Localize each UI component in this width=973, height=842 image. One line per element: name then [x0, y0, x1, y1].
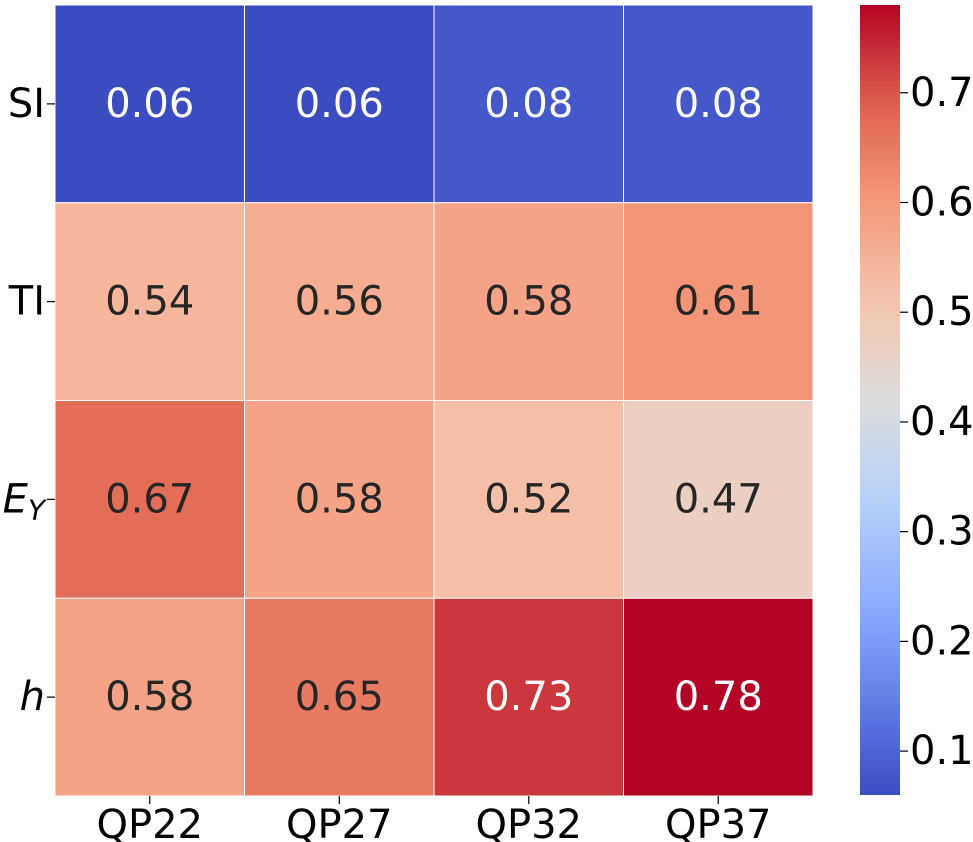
- heatmap-cell-r3-c1: [244, 597, 435, 797]
- colorbar: 0.1 0.2 0.3 0.4 0.5 0.6 0.7: [860, 5, 973, 795]
- x-tick-label-0: QP22: [96, 802, 203, 842]
- cell-value-r1-c0: 0.54: [105, 279, 194, 325]
- heatmap-cell-r1-c3: [623, 202, 814, 401]
- cell-value-r1-c2: 0.58: [484, 279, 573, 325]
- heatmap-cell-r2-c3: [623, 400, 814, 599]
- cell-annotations: 0.06 0.06 0.08 0.08 0.54 0.56 0.58 0.61 0.67 0.58…: [105, 81, 763, 720]
- heatmap-cell-r0-c2: [433, 4, 624, 204]
- y-axis: SI TI EY h: [3, 81, 55, 720]
- cell-value-r2-c2: 0.52: [484, 476, 573, 522]
- cell-value-r2-c0: 0.67: [105, 476, 194, 522]
- heatmap-cell-r1-c2: [433, 202, 624, 401]
- cell-value-r0-c2: 0.08: [484, 81, 573, 127]
- y-tick-label-3: h: [20, 674, 45, 720]
- cell-value-r1-c1: 0.56: [295, 279, 384, 325]
- heatmap-cell-r0-c0: [54, 4, 245, 204]
- y-tick-label-2: EY: [3, 476, 47, 526]
- cell-value-r0-c3: 0.08: [674, 81, 763, 127]
- colorbar-tick-label-5: 0.6: [910, 180, 973, 226]
- x-tick-label-1: QP27: [286, 802, 393, 842]
- cell-value-r3-c1: 0.65: [295, 674, 384, 720]
- heatmap-cell-r3-c0: [54, 597, 245, 797]
- heatmap-cell-r3-c3: [623, 597, 814, 797]
- heatmap-cell-r1-c0: [54, 202, 245, 401]
- heatmap-cell-r1-c1: [244, 202, 435, 401]
- cell-value-r3-c3: 0.78: [674, 674, 763, 720]
- cell-value-r0-c1: 0.06: [295, 81, 384, 127]
- y-tick-label-0: SI: [8, 81, 45, 127]
- cell-value-r2-c3: 0.47: [674, 476, 763, 522]
- x-tick-label-2: QP32: [475, 802, 582, 842]
- x-tick-label-3: QP37: [665, 802, 772, 842]
- cell-value-r3-c0: 0.58: [105, 674, 194, 720]
- cell-value-r2-c1: 0.58: [295, 476, 384, 522]
- colorbar-tick-label-1: 0.2: [910, 618, 973, 664]
- colorbar-tick-label-6: 0.7: [910, 70, 973, 116]
- heatmap-cell-r3-c2: [433, 597, 624, 797]
- colorbar-tick-label-2: 0.3: [910, 509, 973, 555]
- heatmap-cells: [54, 4, 814, 797]
- cell-value-r1-c3: 0.61: [674, 279, 763, 325]
- colorbar-tick-label-4: 0.5: [910, 289, 973, 335]
- cell-value-r3-c2: 0.73: [484, 674, 573, 720]
- x-axis: QP22 QP27 QP32 QP37: [96, 796, 772, 842]
- heatmap-cell-r0-c1: [244, 4, 435, 204]
- heatmap-cell-r0-c3: [623, 4, 814, 204]
- colorbar-tick-label-0: 0.1: [910, 728, 973, 774]
- colorbar-tick-label-3: 0.4: [910, 399, 973, 445]
- colorbar-gradient: [860, 5, 900, 795]
- cell-value-r0-c0: 0.06: [105, 81, 194, 127]
- y-tick-label-1: TI: [8, 279, 45, 325]
- heatmap-cell-r2-c1: [244, 400, 435, 599]
